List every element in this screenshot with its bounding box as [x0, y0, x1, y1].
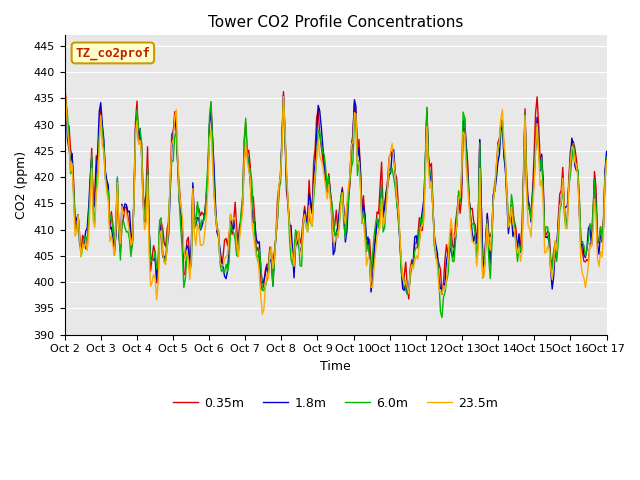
23.5m [259, 311, 266, 317]
1.8m [241, 159, 248, 165]
1.8m [250, 220, 257, 226]
Line: 1.8m: 1.8m [65, 90, 607, 294]
23.5m [300, 219, 307, 225]
6.0m [298, 264, 305, 269]
6.0m [61, 96, 68, 102]
6.0m [574, 166, 582, 172]
23.5m [574, 175, 582, 180]
6.0m [222, 261, 230, 267]
Y-axis label: CO2 (ppm): CO2 (ppm) [15, 151, 28, 219]
23.5m [127, 242, 135, 248]
Line: 6.0m: 6.0m [65, 99, 607, 318]
1.8m [298, 244, 305, 250]
23.5m [241, 160, 248, 166]
1.8m [127, 230, 135, 236]
23.5m [603, 158, 611, 164]
23.5m [61, 86, 68, 92]
1.8m [403, 291, 411, 297]
Line: 23.5m: 23.5m [65, 89, 607, 314]
0.35m [222, 236, 230, 241]
1.8m [574, 168, 582, 174]
Line: 0.35m: 0.35m [65, 83, 607, 299]
0.35m [603, 156, 611, 162]
0.35m [574, 172, 582, 178]
6.0m [250, 207, 257, 213]
X-axis label: Time: Time [320, 360, 351, 373]
23.5m [250, 230, 257, 236]
Title: Tower CO2 Profile Concentrations: Tower CO2 Profile Concentrations [208, 15, 463, 30]
1.8m [222, 276, 230, 282]
0.35m [250, 194, 257, 200]
Text: TZ_co2prof: TZ_co2prof [76, 46, 150, 60]
1.8m [61, 87, 68, 93]
0.35m [61, 80, 68, 85]
0.35m [405, 296, 413, 302]
6.0m [438, 315, 446, 321]
23.5m [222, 253, 230, 259]
6.0m [241, 142, 248, 147]
0.35m [298, 234, 305, 240]
6.0m [127, 253, 135, 259]
0.35m [127, 246, 135, 252]
1.8m [603, 149, 611, 155]
Legend: 0.35m, 1.8m, 6.0m, 23.5m: 0.35m, 1.8m, 6.0m, 23.5m [168, 392, 503, 415]
6.0m [603, 155, 611, 161]
0.35m [241, 137, 248, 143]
